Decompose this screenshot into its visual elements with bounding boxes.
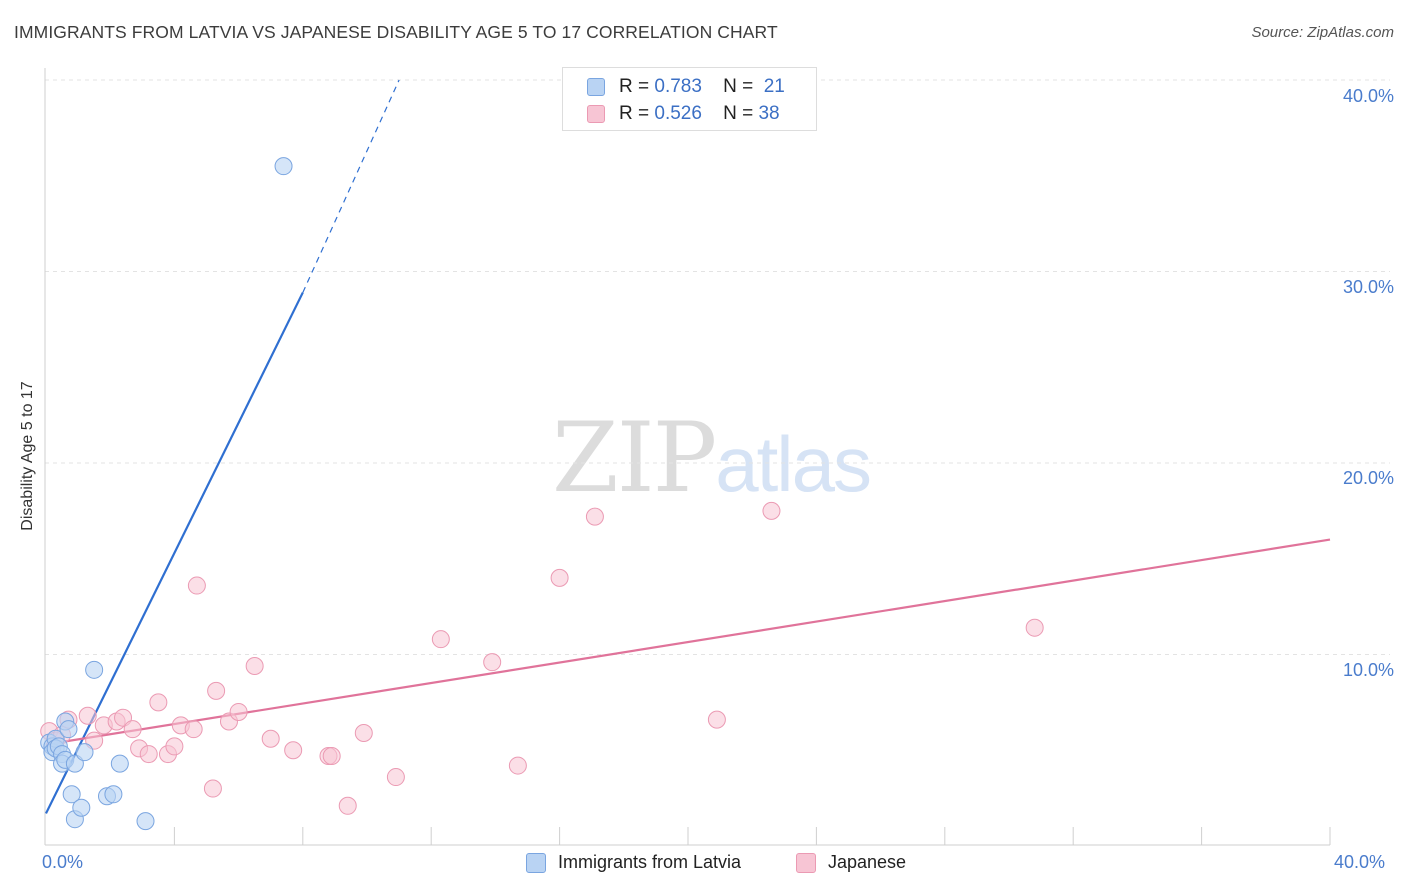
- data-point-latvia: [274, 157, 293, 176]
- data-point-latvia: [104, 785, 123, 804]
- trendline-latvia-extension: [302, 79, 400, 293]
- chart-title: IMMIGRANTS FROM LATVIA VS JAPANESE DISAB…: [14, 22, 778, 42]
- watermark-zip: ZIP: [552, 402, 717, 514]
- legend-n-label: N =: [723, 76, 754, 97]
- trendline-japanese: [45, 538, 1331, 746]
- data-point-japanese: [165, 737, 184, 756]
- y-axis-label: Disability Age 5 to 17: [19, 381, 36, 531]
- data-point-japanese: [203, 779, 222, 798]
- legend-r-value-japanese: 0.526: [654, 103, 702, 124]
- data-point-latvia: [85, 660, 104, 679]
- bottom-legend-label-latvia: Immigrants from Latvia: [558, 852, 742, 872]
- data-point-japanese: [85, 731, 104, 750]
- data-point-japanese: [123, 720, 142, 739]
- y-tick-label-40: 40.0%: [1342, 86, 1394, 106]
- data-point-japanese: [550, 568, 569, 587]
- legend-n-value-japanese: 38: [758, 103, 780, 124]
- legend-swatch-japanese: [587, 105, 605, 123]
- bottom-legend-latvia: Immigrants from Latvia: [526, 852, 741, 873]
- bottom-legend-swatch-latvia: [526, 852, 546, 873]
- y-tick-label-20: 20.0%: [1342, 468, 1394, 488]
- data-point-japanese: [149, 693, 168, 712]
- data-point-latvia: [72, 798, 91, 817]
- data-point-japanese: [114, 708, 133, 727]
- data-point-latvia: [65, 754, 84, 773]
- data-point-latvia: [75, 743, 94, 762]
- data-point-japanese: [354, 724, 373, 743]
- y-tick-label-30: 30.0%: [1342, 277, 1394, 297]
- data-point-japanese: [284, 741, 303, 760]
- legend-swatch-latvia: [587, 78, 605, 96]
- data-point-japanese: [508, 756, 527, 775]
- data-point-japanese: [187, 576, 206, 595]
- data-point-japanese: [139, 745, 158, 764]
- legend-row-japanese: R = 0.526 N = 38: [587, 103, 780, 125]
- data-point-latvia: [62, 785, 81, 804]
- x-tick-label-min: 0.0%: [42, 852, 84, 872]
- legend-r-label: R =: [619, 103, 650, 124]
- legend-row-latvia: R = 0.783 N = 21: [587, 76, 785, 98]
- data-point-japanese: [386, 768, 405, 787]
- data-point-japanese: [1025, 618, 1044, 637]
- legend-r-label: R =: [619, 76, 650, 97]
- correlation-legend: R = 0.783 N = 21 R = 0.526 N = 38: [562, 67, 817, 131]
- bottom-legend-japanese: Japanese: [796, 852, 906, 873]
- data-point-japanese: [229, 702, 248, 721]
- data-point-japanese: [707, 710, 726, 729]
- legend-r-value-latvia: 0.783: [654, 76, 702, 97]
- data-point-japanese: [261, 729, 280, 748]
- bottom-legend-label-japanese: Japanese: [828, 852, 907, 872]
- watermark-atlas: atlas: [715, 420, 872, 508]
- data-point-japanese: [184, 720, 203, 739]
- legend-n-label: N =: [723, 103, 754, 124]
- data-point-japanese: [78, 706, 97, 725]
- data-point-japanese: [762, 501, 781, 520]
- data-point-latvia: [136, 812, 155, 831]
- legend-n-value-latvia: 21: [763, 76, 785, 97]
- y-tick-label-10: 10.0%: [1342, 660, 1394, 680]
- data-point-latvia: [110, 754, 129, 773]
- data-point-japanese: [207, 681, 226, 700]
- data-point-japanese: [585, 507, 604, 526]
- data-point-japanese: [483, 653, 502, 672]
- trendline-latvia: [45, 292, 304, 814]
- data-point-japanese: [431, 630, 450, 649]
- data-point-latvia: [59, 720, 78, 739]
- data-point-japanese: [338, 796, 357, 815]
- data-point-japanese: [245, 656, 264, 675]
- watermark: ZIPatlas: [552, 402, 872, 514]
- bottom-legend-swatch-japanese: [796, 852, 816, 873]
- source-label: Source: ZipAtlas.com: [1251, 24, 1394, 41]
- data-point-japanese: [322, 746, 341, 765]
- x-tick-label-max: 40.0%: [1334, 852, 1386, 872]
